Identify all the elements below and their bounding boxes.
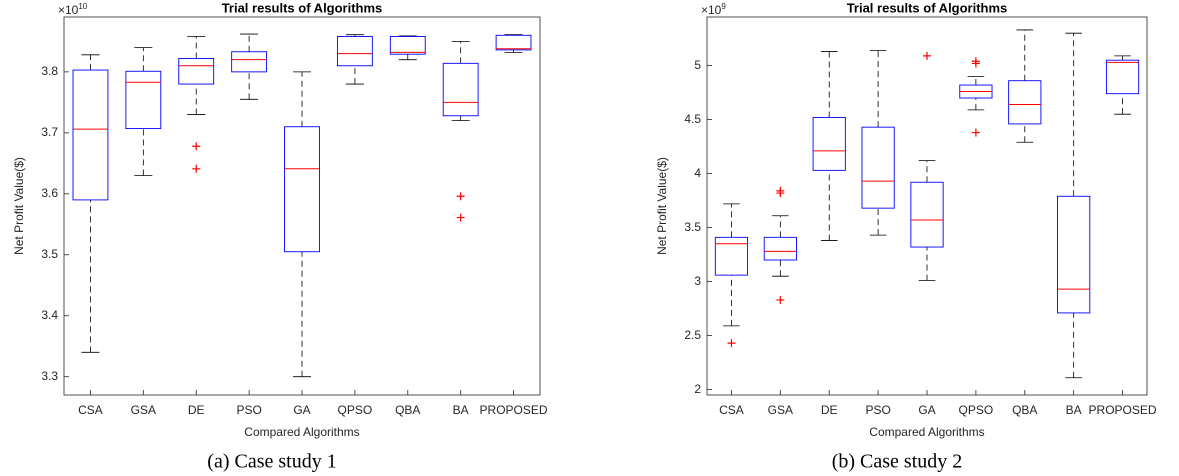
outlier [776, 189, 785, 198]
y-multiplier: ×109 [701, 2, 726, 17]
box [336, 36, 373, 67]
box [714, 236, 749, 276]
x-tick-label: GA [293, 403, 310, 417]
box [284, 126, 320, 253]
y-axis-label: Net Profit Value($) [655, 157, 669, 255]
x-axis-label: Compared Algorithms [244, 425, 359, 439]
x-tick-label: QPSO [959, 403, 994, 417]
box [178, 58, 215, 85]
box [1105, 59, 1140, 95]
y-tick-label: 3.5 [41, 247, 58, 261]
y-tick-label: 2.5 [684, 328, 701, 342]
x-tick-label: CSA [78, 403, 103, 417]
outlier [456, 213, 465, 222]
box [389, 36, 426, 55]
x-tick-label: PSO [865, 403, 890, 417]
chart-title: Trial results of Algorithms [847, 0, 1008, 15]
box [72, 69, 109, 201]
x-tick-label: QBA [1012, 403, 1037, 417]
outlier [776, 295, 785, 304]
x-tick-label: DE [188, 403, 205, 417]
box [495, 34, 532, 51]
y-tick-label: 4 [694, 166, 701, 180]
y-tick-label: 3.8 [41, 64, 58, 78]
caption: (b) Case study 2 [832, 451, 963, 473]
x-tick-label: BA [453, 403, 469, 417]
box [1057, 195, 1091, 314]
y-tick-label: 3.3 [41, 369, 58, 383]
box [763, 236, 797, 261]
x-tick-label: BA [1066, 403, 1082, 417]
y-tick-label: 3.6 [41, 186, 58, 200]
x-tick-label: PROPOSED [480, 403, 548, 417]
y-tick-label: 3.5 [684, 220, 701, 234]
y-tick-label: 3.4 [41, 308, 58, 322]
outlier [971, 59, 980, 68]
y-tick-label: 2 [694, 382, 701, 396]
y-tick-label: 4.5 [684, 112, 701, 126]
x-tick-label: CSA [719, 403, 744, 417]
y-tick-label: 3 [694, 274, 701, 288]
box [231, 51, 268, 73]
chart-title: Trial results of Algorithms [222, 0, 383, 15]
y-axis-label: Net Profit Value($) [12, 157, 26, 255]
outlier [192, 142, 201, 151]
x-tick-label: PROPOSED [1089, 403, 1157, 417]
y-exponent: 10 [78, 2, 87, 11]
x-tick-label: PSO [236, 403, 261, 417]
x-tick-label: GSA [131, 403, 156, 417]
outlier [971, 128, 980, 137]
y-tick-label: 5 [694, 58, 701, 72]
x-tick-label: GA [918, 403, 935, 417]
box [861, 126, 895, 209]
outlier [727, 339, 736, 348]
caption: (a) Case study 1 [207, 451, 336, 473]
box [812, 116, 846, 171]
y-tick-label: 3.7 [41, 125, 58, 139]
x-tick-label: QBA [395, 403, 420, 417]
box [910, 181, 944, 248]
outlier [192, 164, 201, 173]
outlier [456, 192, 465, 201]
y-exponent: 9 [721, 2, 726, 11]
x-tick-label: DE [821, 403, 838, 417]
box [442, 62, 479, 117]
x-tick-label: GSA [768, 403, 793, 417]
outlier [923, 51, 931, 60]
box [1008, 80, 1042, 125]
plot-area [706, 16, 1148, 396]
box [125, 70, 162, 130]
x-tick-label: QPSO [338, 403, 373, 417]
x-axis-label: Compared Algorithms [869, 425, 984, 439]
y-multiplier: ×1010 [58, 2, 88, 17]
